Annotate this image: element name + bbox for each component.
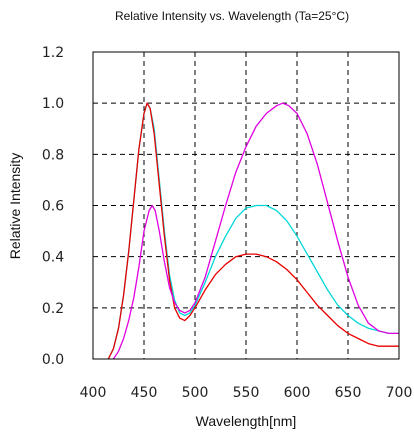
series-line-3 (112, 102, 399, 360)
y-tick-label: 0.8 (42, 147, 64, 163)
chart-title: Relative Intensity vs. Wavelength (Ta=25… (115, 9, 349, 23)
y-axis-label: Relative Intensity (7, 153, 23, 260)
x-axis-label: Wavelength[nm] (196, 413, 297, 429)
y-tick-labels: 0.0 0.2 0.4 0.6 0.8 1.0 1.2 (42, 45, 64, 368)
grid-lines (93, 52, 399, 359)
x-tick-label: 700 (386, 385, 413, 401)
y-tick-label: 0.4 (42, 250, 64, 266)
y-tick-label: 0.0 (42, 352, 64, 368)
plot-frame (92, 51, 400, 360)
x-tick-labels: 400 450 500 550 600 650 700 (80, 385, 413, 401)
x-tick-label: 650 (335, 385, 362, 401)
x-tick-label: 500 (182, 385, 209, 401)
x-tick-label: 400 (80, 385, 107, 401)
y-tick-label: 1.2 (42, 45, 64, 61)
x-tick-label: 550 (233, 385, 260, 401)
series-line-2 (107, 102, 399, 360)
series-group (107, 102, 399, 360)
y-tick-label: 0.6 (42, 199, 64, 215)
y-tick-label: 0.2 (42, 301, 64, 317)
y-tick-label: 1.0 (42, 96, 64, 112)
x-tick-label: 600 (284, 385, 311, 401)
series-line-1 (107, 102, 399, 360)
x-tick-label: 450 (131, 385, 158, 401)
